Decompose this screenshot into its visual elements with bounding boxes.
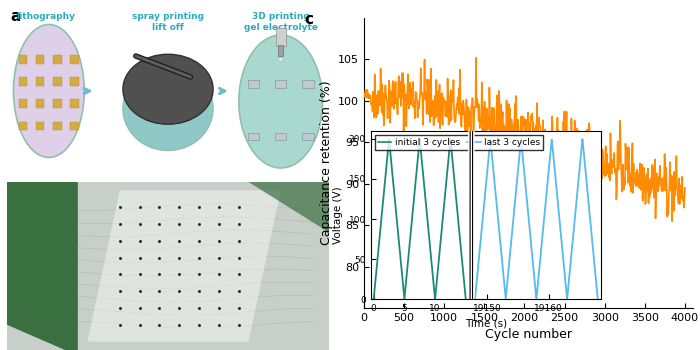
Ellipse shape [13,25,84,158]
Polygon shape [248,182,329,232]
Text: lithography: lithography [16,12,75,21]
Bar [71,122,79,131]
Ellipse shape [239,35,323,168]
Bar [19,55,27,64]
Text: 3D printing
gel electrolyte: 3D printing gel electrolyte [244,12,318,32]
Text: c: c [304,12,314,27]
Bar [71,99,79,108]
Text: spray printing
lift off: spray printing lift off [132,12,204,32]
Bar [302,133,314,140]
Bar [36,99,45,108]
Bar [53,122,62,131]
Ellipse shape [123,54,213,124]
Bar [36,55,45,64]
Bar [19,99,27,108]
Polygon shape [88,190,281,342]
Text: a: a [10,9,20,24]
Bar [275,80,286,88]
Bar [248,80,259,88]
Bar [19,77,27,86]
Bar [71,77,79,86]
Bar [36,122,45,131]
Y-axis label: Capacitance retention (%): Capacitance retention (%) [320,80,332,245]
Bar [53,99,62,108]
Bar [71,55,79,64]
X-axis label: Cycle number: Cycle number [485,328,572,341]
Bar [279,46,283,56]
Bar [36,77,45,86]
Bar [275,133,286,140]
Polygon shape [7,182,78,350]
Bar [276,28,286,46]
Ellipse shape [279,57,283,62]
Ellipse shape [123,66,213,150]
Bar [248,133,259,140]
Bar [53,77,62,86]
Bar [302,80,314,88]
Bar [53,55,62,64]
Bar [19,122,27,131]
Text: b: b [10,184,21,199]
